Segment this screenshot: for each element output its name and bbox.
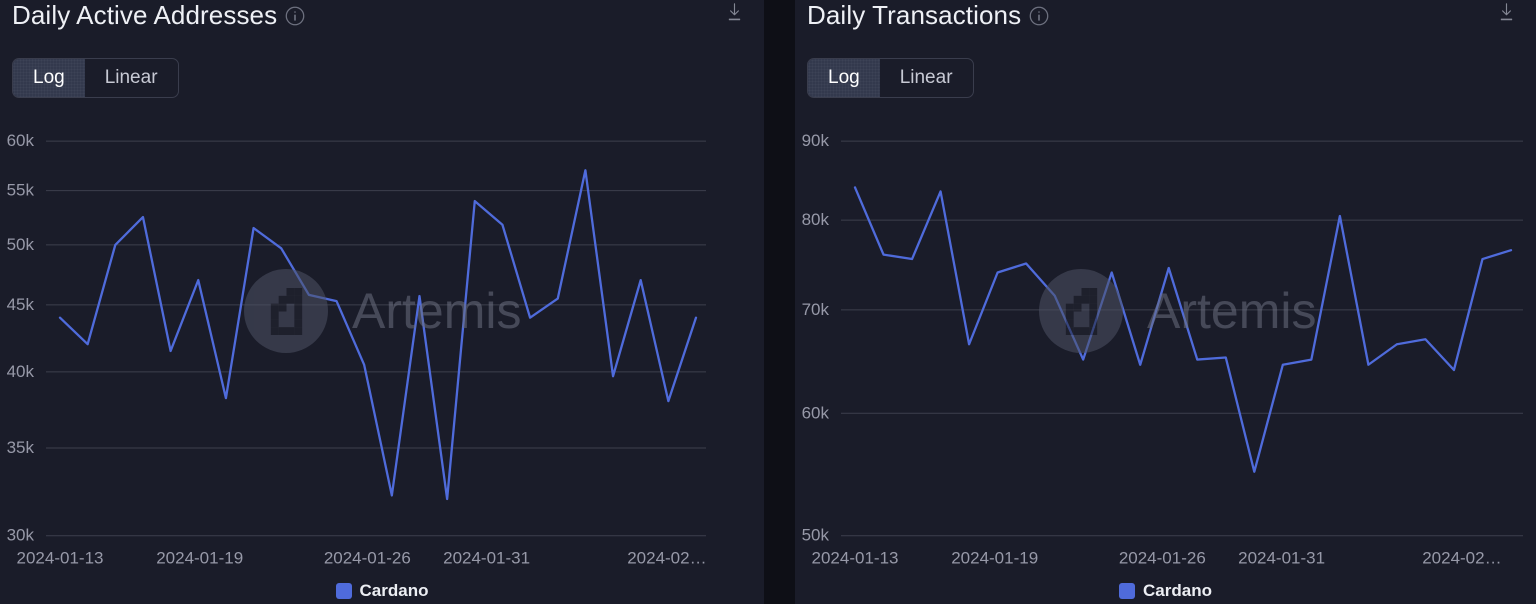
svg-text:2024-01-31: 2024-01-31 [1238, 549, 1325, 568]
svg-text:40k: 40k [7, 362, 35, 381]
svg-text:50k: 50k [802, 526, 830, 545]
svg-text:80k: 80k [802, 210, 830, 229]
svg-text:45k: 45k [7, 295, 35, 314]
svg-text:2024-02…: 2024-02… [627, 549, 706, 568]
svg-text:55k: 55k [7, 181, 35, 200]
svg-text:70k: 70k [802, 300, 830, 319]
svg-text:2024-01-26: 2024-01-26 [1119, 549, 1206, 568]
svg-text:60k: 60k [802, 403, 830, 422]
svg-text:2024-01-31: 2024-01-31 [443, 549, 530, 568]
svg-text:2024-01-13: 2024-01-13 [812, 549, 899, 568]
svg-text:30k: 30k [7, 526, 35, 545]
svg-text:2024-01-13: 2024-01-13 [17, 549, 104, 568]
svg-text:50k: 50k [7, 235, 35, 254]
svg-text:2024-02…: 2024-02… [1422, 549, 1501, 568]
svg-text:2024-01-26: 2024-01-26 [324, 549, 411, 568]
svg-text:90k: 90k [802, 131, 830, 150]
svg-text:60k: 60k [7, 131, 35, 150]
svg-text:2024-01-19: 2024-01-19 [156, 549, 243, 568]
svg-text:35k: 35k [7, 438, 35, 457]
svg-text:2024-01-19: 2024-01-19 [951, 549, 1038, 568]
